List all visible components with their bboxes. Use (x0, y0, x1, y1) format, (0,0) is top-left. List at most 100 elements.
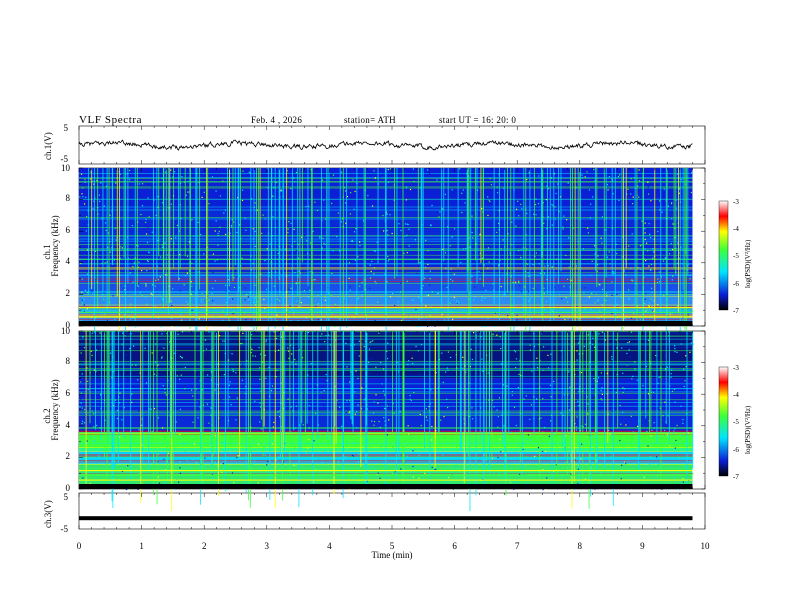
ch1-spheric (417, 168, 419, 264)
ch1-speckle (164, 171, 167, 173)
ch1-speckle (145, 285, 147, 287)
ch1-speckle (398, 223, 400, 225)
ch2-speckle (480, 353, 482, 355)
ch1-speckle (198, 271, 200, 273)
ch1-speckle (664, 257, 666, 259)
ch1-speckle (469, 268, 471, 270)
ch1-speckle (155, 214, 157, 217)
ch1-speckle (161, 246, 163, 248)
ch2-speckle (533, 345, 536, 347)
ch1-speckle (475, 308, 478, 310)
ch1-speckle (315, 305, 317, 307)
ch1-speckle (308, 205, 310, 207)
ch1-speckle (397, 301, 399, 303)
ch1-speckle (188, 241, 191, 243)
ch1-speckle (452, 280, 454, 282)
ch2-speckle (251, 348, 253, 350)
ch2-spheric (467, 331, 469, 457)
ch1-speckle (250, 269, 253, 271)
ch2-speckle (223, 442, 225, 444)
ch1-speckle (453, 273, 455, 275)
ch2-speckle (604, 339, 606, 341)
ch2-speckle (674, 428, 676, 430)
ch2-channel-label: ch.2 (42, 408, 52, 423)
ch2-speckle (446, 481, 448, 483)
ch2-spheric (665, 331, 667, 425)
ch1-speckle (588, 296, 590, 298)
ch2-speckle (442, 477, 444, 480)
ch1-speckle (350, 192, 352, 194)
ch2-speckle (222, 480, 225, 482)
ch2-spheric (111, 331, 113, 502)
ch1-speckle (497, 265, 500, 267)
ch1-speckle (519, 285, 521, 287)
ch1-speckle (604, 229, 606, 231)
ch2-speckle (156, 460, 159, 463)
ch2-speckle (609, 434, 611, 436)
ch1-speckle (129, 318, 131, 320)
ch2-speckle (614, 362, 616, 364)
ch1-speckle (290, 287, 292, 289)
ch2-speckle (162, 385, 164, 387)
ch2-speckle (295, 388, 297, 390)
ch1-speckle (594, 245, 596, 247)
ch1-speckle (476, 189, 479, 191)
ch2-speckle (110, 481, 113, 484)
ch1-speckle (503, 187, 505, 189)
ch1-speckle (90, 171, 92, 173)
ch1-speckle (309, 309, 311, 311)
ch1-speckle (104, 262, 106, 264)
ch2-speckle (497, 488, 499, 490)
ch2-spheric (284, 331, 286, 452)
ch2-speckle (505, 333, 508, 335)
ch1-speckle (272, 216, 274, 218)
ch1-spheric (278, 168, 280, 280)
ch1-speckle (384, 273, 386, 275)
ch1-speckle (572, 227, 574, 229)
ch2-speckle (454, 480, 456, 482)
ch2-speckle (412, 450, 414, 452)
ch1-speckle (658, 200, 661, 202)
ch2-speckle (618, 363, 620, 365)
ch2-speckle (450, 482, 452, 484)
ch2-colorbar-tick: -3 (733, 364, 739, 372)
ch1-speckle (123, 315, 125, 317)
ch2-speckle (574, 373, 576, 376)
ch1-speckle (297, 315, 299, 317)
ch1-speckle (133, 262, 135, 264)
ch2-speckle (394, 482, 397, 484)
ch1-speckle (647, 250, 649, 252)
ch1-speckle (631, 233, 633, 235)
ch2-speckle (611, 358, 613, 360)
ch2-speckle (254, 400, 256, 402)
ch2-speckle (319, 469, 321, 471)
ch2-speckle (508, 475, 510, 477)
ch2-speckle (421, 411, 423, 413)
ch2-speckle (676, 477, 678, 479)
ch1-speckle (657, 304, 659, 306)
ch2-speckle (198, 402, 200, 404)
ch1-spheric (206, 168, 208, 348)
ch1-speckle (427, 294, 430, 296)
ch1-speckle (276, 314, 278, 316)
ch2-speckle (175, 446, 177, 448)
ch2-speckle (652, 463, 655, 465)
ch1-speckle (400, 320, 403, 322)
ch1-speckle (447, 226, 449, 228)
ch1-speckle (620, 296, 622, 298)
ch2-speckle (266, 464, 268, 466)
ch1-speckle (286, 170, 288, 172)
ch2-speckle (141, 424, 143, 426)
ch1-spheric (195, 168, 197, 345)
ch2-speckle (102, 478, 104, 480)
ch1-speckle (275, 271, 277, 273)
ch2-speckle (165, 469, 167, 471)
ch1-speckle (556, 258, 558, 260)
ch2-speckle (575, 391, 577, 393)
ch1-speckle (546, 301, 548, 303)
ch1-speckle (165, 274, 167, 276)
ch2-speckle (302, 357, 304, 359)
ch1-speckle (412, 299, 414, 301)
ch1-speckle (581, 174, 583, 176)
ch2-speckle (127, 465, 129, 467)
